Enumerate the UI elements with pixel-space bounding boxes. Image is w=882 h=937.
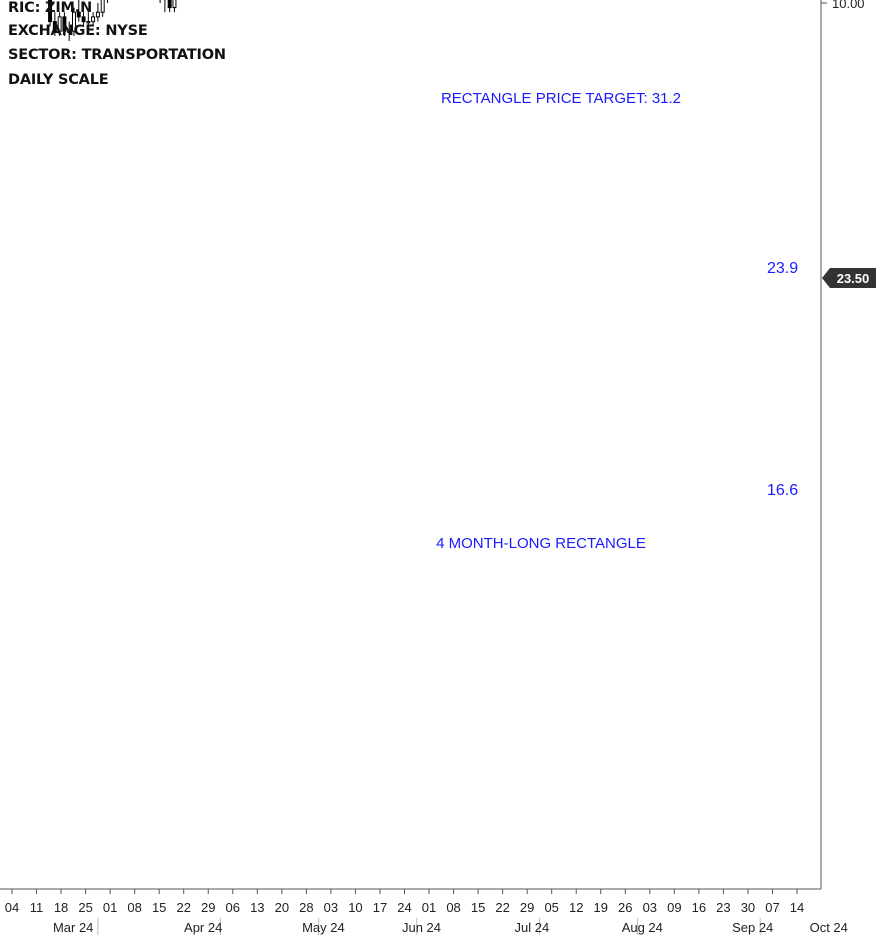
- month-label: Jul 24: [515, 920, 550, 935]
- x-tick-label: 14: [790, 900, 804, 915]
- x-tick-label: 30: [741, 900, 755, 915]
- candle-body-down: [167, 0, 172, 9]
- candle: [100, 0, 105, 17]
- x-tick-label: 28: [299, 900, 313, 915]
- ric-label: RIC: ZIM.N: [8, 0, 93, 16]
- x-tick-label: 22: [176, 900, 190, 915]
- candle: [172, 0, 177, 13]
- candle: [164, 0, 166, 13]
- sector-label: SECTOR: TRANSPORTATION: [8, 47, 226, 63]
- month-label: Oct 24: [810, 920, 848, 935]
- candle-body-down: [48, 0, 53, 23]
- lower-level-label: 16.6: [767, 482, 798, 499]
- candle-body-up: [100, 0, 105, 13]
- candle-body-down: [81, 16, 86, 23]
- candle-body-up: [86, 21, 91, 24]
- candle: [48, 0, 53, 27]
- month-label: Apr 24: [184, 920, 222, 935]
- last-price-label: 23.50: [837, 271, 870, 286]
- month-label: Sep 24: [732, 920, 773, 935]
- x-axis: 04 11 18 25 01 08 15 22 29 06 13 20 28 03 10 17 24 01 08 15…: [0, 888, 848, 935]
- x-tick-label: 29: [520, 900, 534, 915]
- x-tick-label: 19: [594, 900, 608, 915]
- x-tick-label: 04: [5, 900, 19, 915]
- x-tick-label: 15: [152, 900, 166, 915]
- candle-body-down: [76, 11, 81, 18]
- candle-body-up: [172, 0, 177, 9]
- y-tick-label: 10.00: [832, 0, 865, 11]
- x-tick-label: 10: [348, 900, 362, 915]
- candle: [52, 12, 57, 37]
- candle: [86, 12, 91, 27]
- x-tick-label: 11: [30, 900, 44, 915]
- x-tick-label: 03: [324, 900, 338, 915]
- annotation-layer: RECTANGLE PRICE TARGET: 31.2 4 MONTH-LON…: [436, 90, 876, 552]
- candle-body-up: [57, 16, 62, 32]
- scale-label: DAILY SCALE: [8, 72, 109, 88]
- candle: [57, 12, 62, 37]
- x-tick-label: 17: [373, 900, 387, 915]
- x-tick-label: 24: [397, 900, 411, 915]
- candle-body-up: [95, 11, 100, 18]
- month-label: May 24: [302, 920, 345, 935]
- x-tick-label: 05: [544, 900, 558, 915]
- month-label: Mar 24: [53, 920, 93, 935]
- x-tick-label: 20: [275, 900, 289, 915]
- month-label: Aug 24: [622, 920, 663, 935]
- candle: [167, 0, 172, 13]
- x-tick-label: 23: [716, 900, 730, 915]
- candle: [76, 0, 81, 22]
- candles-layer: [48, 0, 177, 42]
- x-tick-label: 29: [201, 900, 215, 915]
- upper-level-label: 23.9: [767, 260, 798, 277]
- x-tick-label: 09: [667, 900, 681, 915]
- candle: [95, 3, 100, 22]
- candle: [81, 12, 86, 27]
- last-price-tag: 23.50: [822, 268, 876, 288]
- rectangle-label: 4 MONTH-LONG RECTANGLE: [436, 535, 646, 552]
- candle: [91, 12, 96, 27]
- candle: [71, 7, 76, 37]
- x-tick-label: 08: [446, 900, 460, 915]
- month-label: Jun 24: [402, 920, 441, 935]
- x-tick-label: 22: [495, 900, 509, 915]
- candle: [62, 12, 67, 37]
- candle-body-up: [67, 30, 72, 33]
- x-tick-label: 25: [78, 900, 92, 915]
- target-label: RECTANGLE PRICE TARGET: 31.2: [441, 90, 681, 107]
- x-tick-label: 07: [765, 900, 779, 915]
- candle-body-down: [52, 21, 57, 32]
- x-tick-label: 12: [569, 900, 583, 915]
- x-tick-label: 06: [226, 900, 240, 915]
- candle-body-up: [91, 16, 96, 23]
- exchange-label: EXCHANGE: NYSE: [8, 23, 148, 39]
- candle: [67, 21, 72, 42]
- x-tick-label: 15: [471, 900, 485, 915]
- x-tick-label: 18: [54, 900, 68, 915]
- x-tick-label: 16: [692, 900, 706, 915]
- candle-body-down: [62, 16, 67, 32]
- x-tick-label: 01: [103, 900, 117, 915]
- candle-body-up: [71, 11, 76, 32]
- y-axis: 10.0015.0020.0025.0030.0035.00: [820, 0, 865, 889]
- x-tick-label: 08: [127, 900, 141, 915]
- candle: [106, 0, 108, 3]
- x-tick-label: 03: [643, 900, 657, 915]
- x-tick-label: 13: [250, 900, 264, 915]
- x-tick-label: 26: [618, 900, 632, 915]
- x-tick-label: 01: [422, 900, 436, 915]
